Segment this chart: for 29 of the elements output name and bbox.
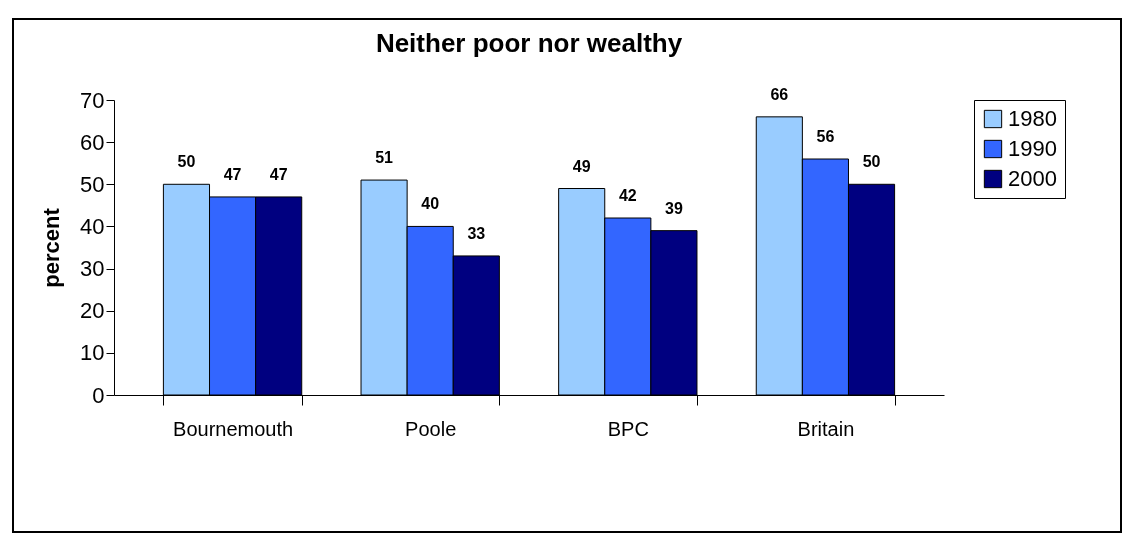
legend-label: 1990 [1008,136,1057,161]
data-label: 42 [618,187,637,204]
data-label: 47 [223,165,242,183]
y-tick-label: 70 [80,87,105,113]
legend-label: 1980 [1008,106,1057,131]
data-label: 40 [421,195,440,213]
x-tick-label: Bournemouth [173,417,294,440]
data-label: 39 [665,199,683,217]
y-tick-label: 40 [80,213,105,239]
y-tick-label: 20 [80,298,105,324]
data-label: 33 [467,224,486,242]
data-label: 51 [375,149,394,167]
y-tick-label: 0 [92,382,105,408]
y-tick-label: 50 [80,171,105,197]
y-tick-label: 60 [80,129,105,155]
data-label: 50 [862,153,881,171]
y-tick-label: 30 [80,256,105,282]
x-tick-label: Poole [405,417,457,440]
legend-label: 2000 [1008,166,1057,191]
data-label: 56 [816,128,835,145]
data-label: 47 [269,165,288,183]
y-axis-title: percent [39,207,65,288]
x-tick-label: Britain [797,417,855,440]
y-tick-label: 10 [80,340,105,366]
data-label: 50 [177,153,196,171]
x-tick-label: BPC [607,417,649,440]
data-label: 49 [572,157,591,175]
data-label: 66 [770,85,789,103]
chart-title: Neither poor nor wealthy [375,27,683,58]
